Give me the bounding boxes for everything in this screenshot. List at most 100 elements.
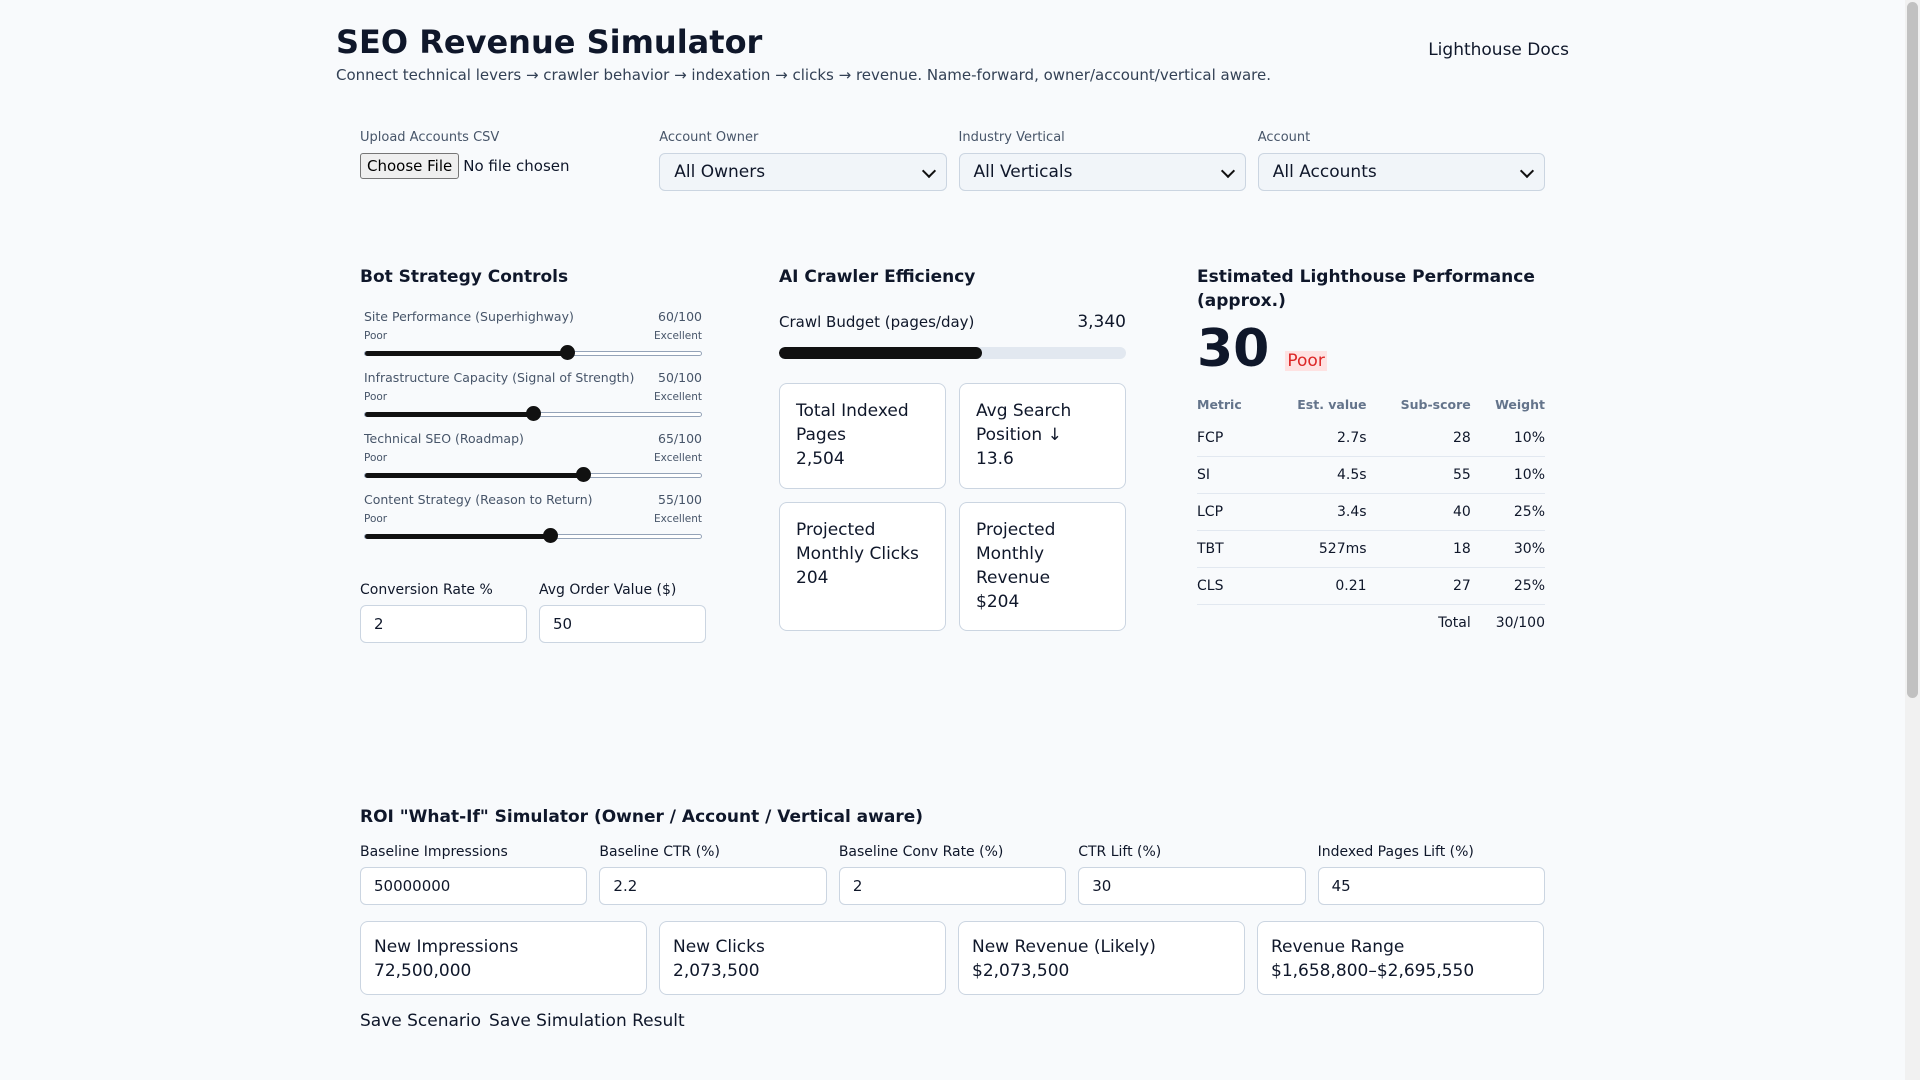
metric-weight: 10% (1471, 420, 1545, 457)
avg-search-position-card: Avg Search Position ↓ 13.6 (959, 383, 1126, 489)
owner-field: Account Owner All Owners (659, 130, 946, 191)
input-label: Baseline Conv Rate (%) (839, 843, 1066, 861)
slider-max-label: Excellent (654, 329, 702, 343)
column-header: Weight (1471, 393, 1545, 420)
slider-max-label: Excellent (654, 390, 702, 404)
slider-label: Infrastructure Capacity (Signal of Stren… (364, 370, 634, 386)
slider-handle[interactable] (576, 467, 591, 482)
avg-order-value-field: Avg Order Value ($) 50 (539, 581, 706, 643)
lighthouse-metrics-table: Metric Est. value Sub-score Weight FCP 2.… (1197, 393, 1545, 641)
input-label: Baseline CTR (%) (599, 843, 826, 861)
metric-value: 4.5s (1264, 457, 1367, 494)
input-label: CTR Lift (%) (1078, 843, 1305, 861)
lighthouse-score: 30 (1197, 319, 1269, 379)
input-label: Indexed Pages Lift (%) (1318, 843, 1545, 861)
vertical-label: Industry Vertical (959, 130, 1246, 146)
chevron-down-icon (1221, 164, 1235, 178)
metric-subscore: 40 (1367, 494, 1471, 531)
card-label: Total Indexed Pages (796, 399, 929, 447)
upload-label: Upload Accounts CSV (360, 130, 647, 146)
slider-track[interactable] (364, 412, 702, 417)
slider-handle[interactable] (526, 406, 541, 421)
indexed-pages-lift-input[interactable]: 45 (1318, 867, 1545, 905)
content-strategy-slider: Content Strategy (Reason to Return) 55/10… (364, 492, 702, 539)
conversion-rate-input[interactable]: 2 (360, 605, 527, 643)
avg-order-value-input[interactable]: 50 (539, 605, 706, 643)
table-row: LCP 3.4s 40 25% (1197, 494, 1545, 531)
card-value: 2,073,500 (673, 959, 932, 983)
slider-min-label: Poor (364, 451, 387, 465)
input-label: Baseline Impressions (360, 843, 587, 861)
slider-min-label: Poor (364, 512, 387, 526)
ctr-lift-field: CTR Lift (%) 30 (1078, 843, 1305, 905)
account-label: Account (1258, 130, 1545, 146)
ai-crawler-efficiency: AI Crawler Efficiency Crawl Budget (page… (779, 265, 1126, 631)
slider-max-label: Excellent (654, 451, 702, 465)
table-row: FCP 2.7s 28 10% (1197, 420, 1545, 457)
metric-value: 0.21 (1264, 568, 1367, 605)
metric-name: LCP (1197, 494, 1264, 531)
owner-label: Account Owner (659, 130, 946, 146)
page-subtitle: Connect technical levers → crawler behav… (336, 64, 1569, 86)
slider-fill (365, 473, 583, 478)
owner-select-value: All Owners (674, 162, 765, 182)
slider-handle[interactable] (543, 528, 558, 543)
slider-track[interactable] (364, 534, 702, 539)
card-value: 13.6 (976, 447, 1109, 471)
crawl-budget-label: Crawl Budget (pages/day) (779, 311, 974, 333)
total-indexed-pages-card: Total Indexed Pages 2,504 (779, 383, 946, 489)
ctr-lift-input[interactable]: 30 (1078, 867, 1305, 905)
baseline-ctr-input[interactable]: 2.2 (599, 867, 826, 905)
owner-select[interactable]: All Owners (659, 153, 946, 191)
card-label: New Clicks (673, 935, 932, 959)
metric-name: SI (1197, 457, 1264, 494)
page-scrollbar[interactable] (1905, 0, 1920, 1080)
projected-monthly-clicks-card: Projected Monthly Clicks 204 (779, 502, 946, 631)
lighthouse-docs-link[interactable]: Lighthouse Docs (1428, 40, 1569, 60)
scrollbar-thumb[interactable] (1907, 2, 1918, 698)
column-header: Sub-score (1367, 393, 1471, 420)
baseline-ctr-field: Baseline CTR (%) 2.2 (599, 843, 826, 905)
slider-value: 60/100 (658, 309, 702, 325)
slider-fill (365, 412, 533, 417)
save-simulation-result-button[interactable]: Save Simulation Result (489, 1011, 685, 1031)
table-row: SI 4.5s 55 10% (1197, 457, 1545, 494)
account-select[interactable]: All Accounts (1258, 153, 1545, 191)
baseline-conv-rate-input[interactable]: 2 (839, 867, 1066, 905)
new-revenue-card: New Revenue (Likely) $2,073,500 (958, 921, 1245, 995)
avg-order-value-label: Avg Order Value ($) (539, 581, 706, 599)
choose-file-button[interactable]: Choose File (360, 153, 459, 179)
slider-track[interactable] (364, 351, 702, 356)
slider-track[interactable] (364, 473, 702, 478)
table-row: CLS 0.21 27 25% (1197, 568, 1545, 605)
revenue-range-card: Revenue Range $1,658,800–$2,695,550 (1257, 921, 1544, 995)
slider-fill (365, 351, 567, 356)
crawler-title: AI Crawler Efficiency (779, 265, 1126, 289)
lighthouse-performance: Estimated Lighthouse Performance (approx… (1197, 265, 1545, 641)
metric-weight: 10% (1471, 457, 1545, 494)
slider-label: Technical SEO (Roadmap) (364, 431, 524, 447)
save-scenario-button[interactable]: Save Scenario (360, 1011, 481, 1031)
crawl-budget-bar (779, 347, 1126, 359)
page-header: SEO Revenue Simulator Connect technical … (336, 20, 1569, 86)
upload-field: Upload Accounts CSV Choose File No file … (360, 130, 647, 191)
baseline-conv-rate-field: Baseline Conv Rate (%) 2 (839, 843, 1066, 905)
conversion-rate-field: Conversion Rate % 2 (360, 581, 527, 643)
roi-simulator: ROI "What-If" Simulator (Owner / Account… (360, 805, 1545, 1031)
chevron-down-icon (921, 164, 935, 178)
card-label: Avg Search Position ↓ (976, 399, 1109, 447)
slider-handle[interactable] (560, 345, 575, 360)
bot-strategy-controls: Bot Strategy Controls Site Performance (… (360, 265, 707, 643)
card-label: New Impressions (374, 935, 633, 959)
baseline-impressions-input[interactable]: 50000000 (360, 867, 587, 905)
column-header: Est. value (1264, 393, 1367, 420)
new-impressions-card: New Impressions 72,500,000 (360, 921, 647, 995)
card-value: $1,658,800–$2,695,550 (1271, 959, 1530, 983)
card-label: Projected Monthly Clicks (796, 518, 929, 566)
metric-subscore: 18 (1367, 531, 1471, 568)
vertical-select[interactable]: All Verticals (959, 153, 1246, 191)
metric-name: FCP (1197, 420, 1264, 457)
card-value: 72,500,000 (374, 959, 633, 983)
lighthouse-title: Estimated Lighthouse Performance (approx… (1197, 265, 1545, 313)
vertical-field: Industry Vertical All Verticals (959, 130, 1246, 191)
